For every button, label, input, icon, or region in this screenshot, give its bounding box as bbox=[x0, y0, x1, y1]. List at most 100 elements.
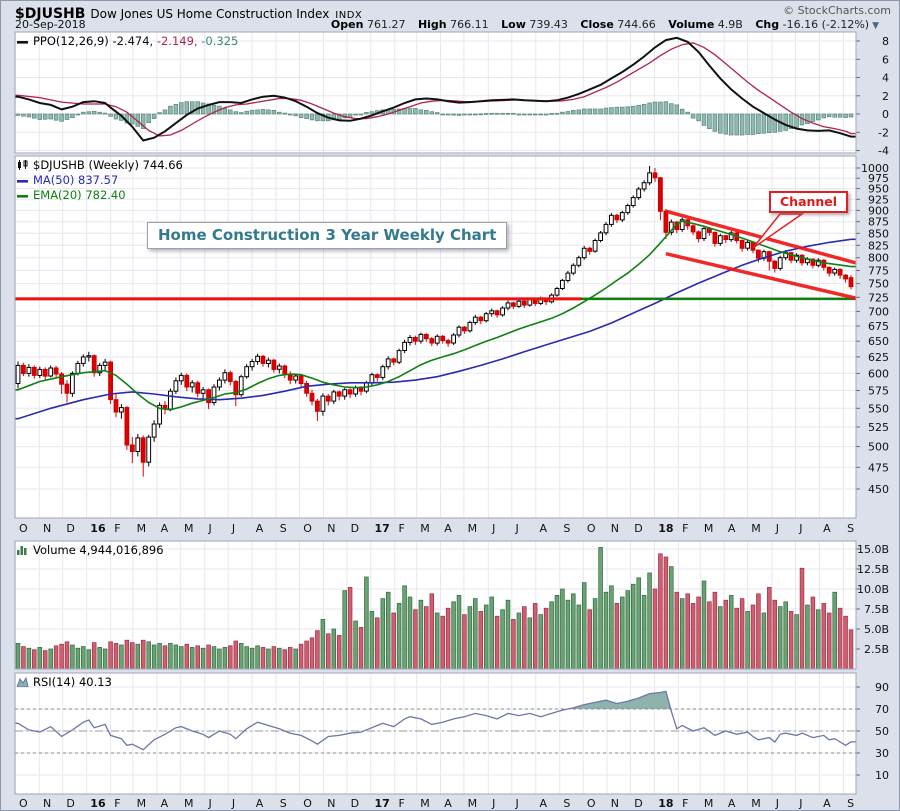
svg-text:N: N bbox=[327, 522, 335, 535]
svg-text:J: J bbox=[491, 522, 495, 535]
svg-text:600: 600 bbox=[868, 367, 889, 380]
svg-text:675: 675 bbox=[868, 320, 889, 333]
ppo-series bbox=[15, 36, 856, 142]
volume-panel: 15.0B 12.5B 10.0B 7.5B 5.0B 2.5B bbox=[14, 541, 889, 669]
svg-text:500: 500 bbox=[868, 441, 889, 454]
svg-text:M: M bbox=[468, 797, 478, 810]
svg-text:950: 950 bbox=[868, 183, 889, 196]
ma-swatch-icon bbox=[17, 174, 29, 188]
svg-text:A: A bbox=[728, 522, 736, 535]
svg-text:M: M bbox=[137, 797, 147, 810]
svg-text:O: O bbox=[587, 522, 596, 535]
open-value: 761.27 bbox=[366, 18, 406, 31]
svg-text:N: N bbox=[43, 522, 51, 535]
svg-text:M: M bbox=[184, 522, 194, 535]
svg-text:M: M bbox=[468, 522, 478, 535]
rsi-area-icon bbox=[16, 676, 29, 690]
svg-text:800: 800 bbox=[868, 252, 889, 265]
svg-text:F: F bbox=[682, 522, 688, 535]
price-legend: $DJUSHB (Weekly) 744.66 MA(50) 837.57 EM… bbox=[17, 158, 183, 203]
svg-text:17: 17 bbox=[375, 522, 390, 535]
svg-text:10: 10 bbox=[875, 769, 889, 782]
price-series bbox=[15, 166, 856, 477]
price-panel: 1000975950925900875850825800775750725700… bbox=[14, 156, 889, 518]
svg-text:J: J bbox=[231, 522, 235, 535]
ppo-label: PPO(12,26,9) bbox=[33, 34, 109, 48]
svg-text:M: M bbox=[420, 522, 430, 535]
svg-text:875: 875 bbox=[868, 216, 889, 229]
svg-text:A: A bbox=[823, 522, 831, 535]
svg-text:F: F bbox=[399, 522, 405, 535]
svg-text:16: 16 bbox=[90, 797, 106, 810]
svg-text:575: 575 bbox=[868, 385, 889, 398]
svg-text:S: S bbox=[280, 797, 287, 810]
svg-text:525: 525 bbox=[868, 421, 889, 434]
symbol: $DJUSHB bbox=[15, 6, 86, 22]
svg-text:M: M bbox=[704, 797, 714, 810]
svg-text:O: O bbox=[19, 797, 28, 810]
svg-text:2: 2 bbox=[882, 90, 889, 103]
svg-text:J: J bbox=[231, 797, 235, 810]
channel-callout: Channel bbox=[769, 191, 849, 213]
svg-text:650: 650 bbox=[868, 335, 889, 348]
svg-text:A: A bbox=[161, 522, 169, 535]
svg-text:900: 900 bbox=[868, 204, 889, 217]
ppo-panel: 8 6 4 2 0 -2 -4 bbox=[14, 32, 889, 158]
svg-text:M: M bbox=[751, 797, 761, 810]
svg-text:J: J bbox=[515, 797, 519, 810]
svg-text:550: 550 bbox=[868, 402, 889, 415]
svg-text:J: J bbox=[775, 522, 779, 535]
svg-text:2.5B: 2.5B bbox=[864, 643, 889, 656]
svg-text:J: J bbox=[798, 522, 802, 535]
svg-text:O: O bbox=[19, 522, 28, 535]
svg-text:J: J bbox=[208, 797, 212, 810]
close-label: Close bbox=[580, 18, 614, 31]
price-label: $DJUSHB (Weekly) 744.66 bbox=[33, 158, 183, 172]
svg-text:5.0B: 5.0B bbox=[864, 623, 889, 636]
chg-label: Chg bbox=[755, 18, 780, 31]
rsi-panel-label: RSI(14) 40.13 bbox=[33, 675, 112, 689]
svg-text:30: 30 bbox=[875, 747, 889, 760]
svg-text:N: N bbox=[611, 797, 619, 810]
svg-text:A: A bbox=[256, 522, 264, 535]
svg-text:90: 90 bbox=[875, 681, 889, 694]
svg-text:725: 725 bbox=[868, 291, 889, 304]
ppo-signal-value: -2.149, bbox=[156, 34, 198, 48]
svg-text:50: 50 bbox=[875, 725, 889, 738]
quote-bar: Open 761.27 High 766.11 Low 739.43 Close… bbox=[322, 18, 879, 31]
ppo-legend: PPO(12,26,9) -2.474, -2.149, -0.325 bbox=[17, 34, 238, 49]
svg-text:D: D bbox=[66, 522, 74, 535]
svg-text:J: J bbox=[775, 797, 779, 810]
svg-text:16: 16 bbox=[90, 522, 106, 535]
volume-value: 4.9B bbox=[717, 18, 743, 31]
volume-bars-icon bbox=[17, 544, 29, 558]
ma-label: MA(50) 837.57 bbox=[33, 173, 119, 187]
svg-text:O: O bbox=[303, 522, 312, 535]
svg-text:M: M bbox=[420, 797, 430, 810]
svg-text:S: S bbox=[847, 797, 854, 810]
svg-text:A: A bbox=[823, 797, 831, 810]
open-label: Open bbox=[330, 18, 364, 31]
svg-text:N: N bbox=[611, 522, 619, 535]
svg-text:6: 6 bbox=[882, 53, 889, 66]
down-triangle-icon: ▼ bbox=[872, 21, 879, 31]
ppo-hist-value: -0.325 bbox=[201, 34, 239, 48]
svg-text:M: M bbox=[751, 522, 761, 535]
svg-text:S: S bbox=[563, 522, 570, 535]
line-swatch-icon bbox=[17, 35, 29, 49]
svg-text:4: 4 bbox=[882, 72, 889, 85]
volume-label: Volume bbox=[668, 18, 715, 31]
svg-text:A: A bbox=[256, 797, 264, 810]
low-label: Low bbox=[501, 18, 526, 31]
rsi-legend: RSI(14) 40.13 bbox=[16, 675, 112, 690]
svg-text:18: 18 bbox=[658, 522, 673, 535]
svg-text:D: D bbox=[351, 522, 359, 535]
svg-text:F: F bbox=[682, 797, 688, 810]
svg-text:825: 825 bbox=[868, 239, 889, 252]
svg-text:750: 750 bbox=[868, 278, 889, 291]
svg-text:N: N bbox=[327, 797, 335, 810]
chg-value: -16.16 (-2.12%) bbox=[782, 18, 870, 31]
volume-panel-label: Volume 4,944,016,896 bbox=[33, 543, 164, 557]
copyright: © StockCharts.com bbox=[783, 4, 891, 17]
